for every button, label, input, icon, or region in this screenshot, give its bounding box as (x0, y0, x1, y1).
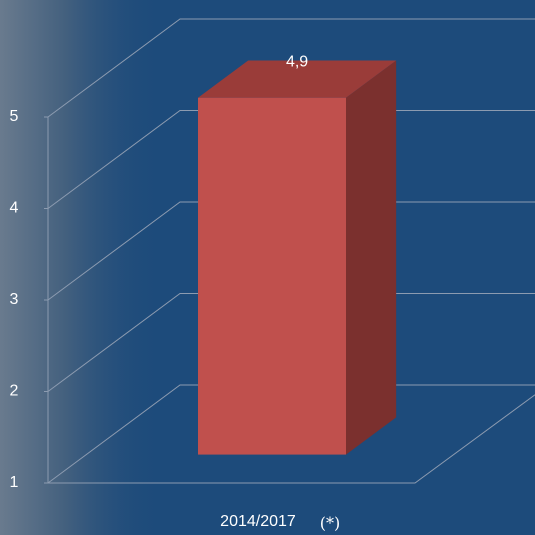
bar (198, 98, 346, 455)
chart: 1 2 3 4 5 4,9 2014/2017 (*) (0, 0, 535, 535)
value-label: 4,9 (286, 54, 308, 71)
category-note: (*) (320, 514, 340, 533)
bar-side (346, 60, 396, 454)
x-tick-label: 2014/2017 (220, 513, 296, 530)
y-tick-label: 3 (10, 291, 19, 308)
y-tick-label: 1 (10, 474, 19, 491)
y-tick-label: 2 (10, 383, 19, 400)
y-tick-label: 5 (10, 108, 19, 125)
y-tick-label: 4 (10, 200, 19, 217)
